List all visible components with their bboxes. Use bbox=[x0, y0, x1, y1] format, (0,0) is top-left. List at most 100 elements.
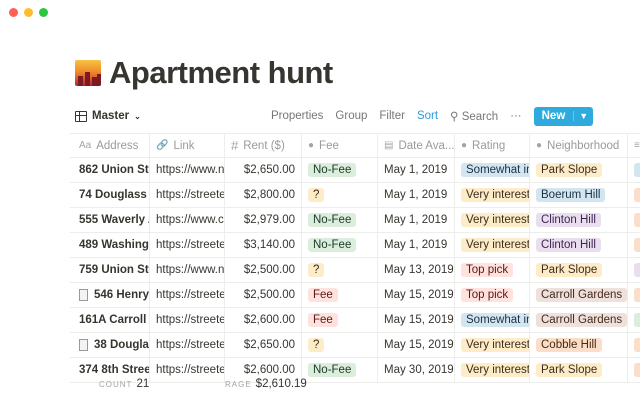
rating-cell[interactable]: Top pick bbox=[455, 283, 530, 307]
link-text[interactable]: https://streetea bbox=[156, 314, 225, 326]
neighborhood-cell[interactable]: Boerum Hill bbox=[530, 183, 628, 207]
address-cell[interactable]: 38 Douglas bbox=[70, 333, 150, 357]
fee-cell[interactable]: ? bbox=[302, 183, 378, 207]
address-cell[interactable]: 161A Carroll St bbox=[70, 308, 150, 332]
rent-cell[interactable]: $2,650.00 bbox=[225, 333, 302, 357]
column-link[interactable]: 🔗 Link bbox=[150, 134, 225, 157]
extra-cell[interactable] bbox=[628, 358, 640, 382]
chevron-down-icon[interactable]: ▼ bbox=[573, 111, 593, 121]
table-row[interactable]: 38 Douglas https://streetea $2,650.00 ? … bbox=[70, 333, 640, 358]
link-cell[interactable]: https://streetea bbox=[150, 183, 225, 207]
column-more[interactable]: ≡ bbox=[628, 134, 640, 157]
table-row[interactable]: 489 Washingt https://streetea $3,140.00 … bbox=[70, 233, 640, 258]
address-cell[interactable]: 489 Washingt bbox=[70, 233, 150, 257]
date-cell[interactable]: May 15, 2019 bbox=[378, 308, 455, 332]
extra-cell[interactable] bbox=[628, 233, 640, 257]
extra-cell[interactable] bbox=[628, 158, 640, 182]
fee-cell[interactable]: ? bbox=[302, 333, 378, 357]
neighborhood-cell[interactable]: Park Slope bbox=[530, 358, 628, 382]
link-cell[interactable]: https://www.cit bbox=[150, 208, 225, 232]
date-cell[interactable]: May 30, 2019 bbox=[378, 358, 455, 382]
date-cell[interactable]: May 1, 2019 bbox=[378, 158, 455, 182]
neighborhood-cell[interactable]: Clinton Hill bbox=[530, 233, 628, 257]
link-text[interactable]: https://www.na bbox=[156, 264, 225, 276]
neighborhood-cell[interactable]: Park Slope bbox=[530, 158, 628, 182]
link-text[interactable]: https://streetea bbox=[156, 239, 225, 251]
fee-cell[interactable]: No-Fee bbox=[302, 358, 378, 382]
search-button[interactable]: ⚲ Search bbox=[450, 109, 498, 123]
address-cell[interactable]: 74 Douglass St bbox=[70, 183, 150, 207]
rent-cell[interactable]: $2,500.00 bbox=[225, 258, 302, 282]
table-row[interactable]: 74 Douglass St https://streetea $2,800.0… bbox=[70, 183, 640, 208]
link-cell[interactable]: https://streetea bbox=[150, 333, 225, 357]
link-cell[interactable]: https://www.na bbox=[150, 258, 225, 282]
minimize-button[interactable] bbox=[24, 8, 33, 17]
rent-cell[interactable]: $3,140.00 bbox=[225, 233, 302, 257]
neighborhood-cell[interactable]: Clinton Hill bbox=[530, 208, 628, 232]
maximize-button[interactable] bbox=[39, 8, 48, 17]
date-cell[interactable]: May 15, 2019 bbox=[378, 333, 455, 357]
table-row[interactable]: 759 Union Stre https://www.na $2,500.00 … bbox=[70, 258, 640, 283]
sort-button[interactable]: Sort bbox=[416, 110, 439, 122]
fee-cell[interactable]: No-Fee bbox=[302, 158, 378, 182]
table-row[interactable]: 161A Carroll St https://streetea $2,600.… bbox=[70, 308, 640, 333]
link-text[interactable]: https://streetea bbox=[156, 364, 225, 376]
count-calculation[interactable]: COUNT 21 bbox=[70, 378, 225, 390]
rating-cell[interactable]: Somewhat inte bbox=[455, 308, 530, 332]
link-cell[interactable]: https://streetea bbox=[150, 308, 225, 332]
address-cell[interactable]: 546 Henry bbox=[70, 283, 150, 307]
rating-cell[interactable]: Somewhat inte bbox=[455, 158, 530, 182]
rating-cell[interactable]: Top pick bbox=[455, 258, 530, 282]
extra-cell[interactable] bbox=[628, 308, 640, 332]
neighborhood-cell[interactable]: Park Slope bbox=[530, 258, 628, 282]
rent-cell[interactable]: $2,800.00 bbox=[225, 183, 302, 207]
rating-cell[interactable]: Very interested bbox=[455, 233, 530, 257]
link-text[interactable]: https://streetea bbox=[156, 339, 225, 351]
fee-cell[interactable]: ? bbox=[302, 258, 378, 282]
group-button[interactable]: Group bbox=[335, 110, 368, 122]
address-cell[interactable]: 862 Union Stre bbox=[70, 158, 150, 182]
extra-cell[interactable] bbox=[628, 183, 640, 207]
column-date[interactable]: ▤ Date Ava... bbox=[378, 134, 455, 157]
rent-cell[interactable]: $2,650.00 bbox=[225, 158, 302, 182]
rating-cell[interactable]: Very interested bbox=[455, 358, 530, 382]
column-rating[interactable]: ● Rating bbox=[455, 134, 530, 157]
neighborhood-cell[interactable]: Carroll Gardens bbox=[530, 308, 628, 332]
link-cell[interactable]: https://streetea bbox=[150, 283, 225, 307]
link-text[interactable]: https://www.na bbox=[156, 164, 225, 176]
fee-cell[interactable]: No-Fee bbox=[302, 208, 378, 232]
column-address[interactable]: Aa Address bbox=[70, 134, 150, 157]
table-row[interactable]: 374 8th Street https://streetea $2,600.0… bbox=[70, 358, 640, 383]
table-row[interactable]: 555 Waverly A https://www.cit $2,979.00 … bbox=[70, 208, 640, 233]
column-fee[interactable]: ● Fee bbox=[302, 134, 378, 157]
link-text[interactable]: https://www.cit bbox=[156, 214, 225, 226]
link-text[interactable]: https://streetea bbox=[156, 189, 225, 201]
view-selector[interactable]: Master ⌄ bbox=[75, 110, 141, 122]
fee-cell[interactable]: No-Fee bbox=[302, 233, 378, 257]
rating-cell[interactable]: Very interested bbox=[455, 183, 530, 207]
table-row[interactable]: 546 Henry https://streetea $2,500.00 Fee… bbox=[70, 283, 640, 308]
address-cell[interactable]: 374 8th Street bbox=[70, 358, 150, 382]
date-cell[interactable]: May 15, 2019 bbox=[378, 283, 455, 307]
rent-cell[interactable]: $2,600.00 bbox=[225, 358, 302, 382]
rent-cell[interactable]: $2,979.00 bbox=[225, 208, 302, 232]
cityscape-sunset-icon[interactable] bbox=[75, 60, 101, 86]
date-cell[interactable]: May 1, 2019 bbox=[378, 183, 455, 207]
fee-cell[interactable]: Fee bbox=[302, 308, 378, 332]
rent-cell[interactable]: $2,600.00 bbox=[225, 308, 302, 332]
extra-cell[interactable] bbox=[628, 258, 640, 282]
more-button[interactable]: ··· bbox=[510, 110, 522, 122]
rating-cell[interactable]: Very interested bbox=[455, 333, 530, 357]
rent-cell[interactable]: $2,500.00 bbox=[225, 283, 302, 307]
filter-button[interactable]: Filter bbox=[379, 110, 405, 122]
average-calculation[interactable]: RAGE $2,610.19 bbox=[225, 378, 307, 390]
fee-cell[interactable]: Fee bbox=[302, 283, 378, 307]
rating-cell[interactable]: Very interested bbox=[455, 208, 530, 232]
close-button[interactable] bbox=[9, 8, 18, 17]
link-cell[interactable]: https://streetea bbox=[150, 233, 225, 257]
link-text[interactable]: https://streetea bbox=[156, 289, 225, 301]
address-cell[interactable]: 759 Union Stre bbox=[70, 258, 150, 282]
neighborhood-cell[interactable]: Carroll Gardens bbox=[530, 283, 628, 307]
address-cell[interactable]: 555 Waverly A bbox=[70, 208, 150, 232]
neighborhood-cell[interactable]: Cobble Hill bbox=[530, 333, 628, 357]
